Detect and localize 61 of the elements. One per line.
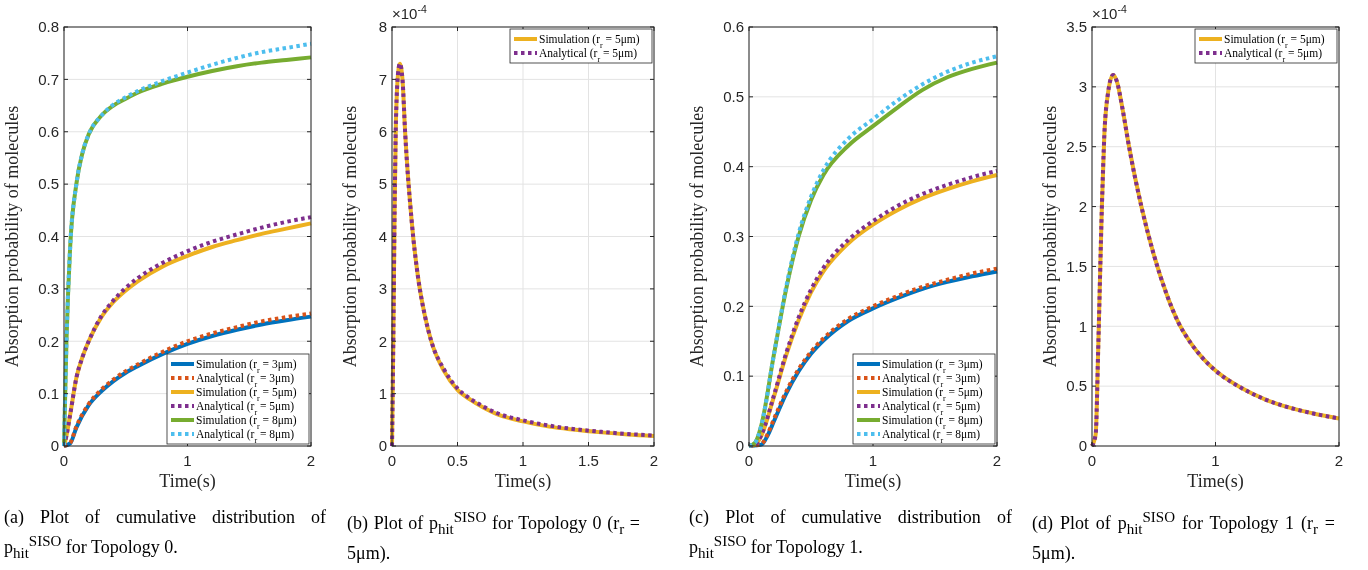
- legend-label: Analytical (r$_{r}$ = 8μm): [196, 428, 295, 445]
- x-tick-label: 1: [183, 452, 192, 469]
- text: ×10$^{-4}$: [392, 3, 427, 22]
- y-tick-label: 0.2: [38, 332, 59, 350]
- text: (a) Plot of cumulative distribution of p$_{hit}$$^{SISO}$ for Topology 0.: [4, 506, 326, 563]
- y-tick-label: 1: [1078, 317, 1087, 335]
- y-tick-label: 0: [1078, 437, 1087, 455]
- y-tick-label: 0.6: [723, 18, 744, 36]
- y-axis-title: Absorption probability of molecules: [1040, 105, 1060, 368]
- y-tick-label: 3: [378, 280, 387, 298]
- y-tick-label: 5: [378, 175, 387, 193]
- y-tick-label: 0: [735, 437, 744, 455]
- y-tick-label: 0.3: [723, 227, 744, 245]
- x-axis-title: Time(s): [494, 471, 552, 492]
- x-tick-label: 1.5: [578, 452, 599, 469]
- text: (b) Plot of p$_{hit}$$^{SISO}$ for Topology 0 (r$_{r}$ = 5μm).: [347, 509, 640, 563]
- y-tick-label: 7: [378, 70, 387, 88]
- y-tick-label: 3: [1078, 78, 1087, 96]
- x-tick-label: 2: [306, 452, 316, 469]
- y-tick-label: 6: [378, 123, 387, 140]
- x-tick-label: 1: [868, 452, 878, 469]
- x-tick-label: 2: [992, 452, 1002, 469]
- x-tick-label: 0.5: [447, 452, 468, 469]
- y-tick-label: 0.5: [723, 88, 744, 106]
- y-tick-label: 8: [378, 18, 387, 36]
- legend-label: Analytical (r$_{r}$ = 5μm): [539, 47, 638, 64]
- y-tick-label: 1.5: [1066, 257, 1087, 275]
- y-tick-label: 1: [378, 384, 387, 402]
- x-tick-label: 2: [649, 452, 659, 469]
- y-tick-label: 0.3: [38, 280, 59, 298]
- y-tick-label: 3.5: [1066, 18, 1087, 36]
- y-tick-label: 0.5: [38, 175, 59, 193]
- y-axis-title: Absorption probability of molecules: [687, 105, 707, 368]
- y-tick-label: 0.7: [38, 70, 59, 88]
- y-tick-label: 0.5: [1066, 377, 1087, 395]
- y-tick-label: 0.1: [723, 367, 744, 385]
- y-tick-label: 2: [1078, 197, 1087, 215]
- x-tick-label: 1: [1211, 452, 1220, 469]
- text: (c) Plot of cumulative distribution of p$_{hit}$$^{SISO}$ for Topology 1.: [689, 506, 1012, 563]
- x-axis-title: Time(s): [1187, 471, 1244, 492]
- x-tick-label: 1: [518, 452, 528, 469]
- y-tick-label: 0.2: [723, 297, 744, 315]
- y-tick-label: 0.4: [38, 227, 59, 245]
- y-tick-label: 0: [378, 437, 387, 455]
- y-axis-title: Absorption probability of molecules: [2, 105, 22, 368]
- y-tick-label: 0.1: [38, 384, 59, 402]
- x-tick-label: 2: [1334, 452, 1344, 469]
- text: (d) Plot of p$_{hit}$$^{SISO}$ for Topology 1 (r$_{r}$ = 5μm).: [1032, 509, 1335, 563]
- y-tick-label: 4: [378, 227, 387, 245]
- x-axis-title: Time(s): [159, 471, 216, 492]
- y-tick-label: 0.4: [723, 157, 744, 175]
- y-axis-title: Absorption probability of molecules: [340, 105, 360, 368]
- y-tick-label: 2.5: [1066, 137, 1087, 155]
- text: ×10$^{-4}$: [1092, 3, 1127, 22]
- x-axis-title: Time(s): [844, 471, 902, 492]
- y-tick-label: 0.8: [38, 18, 59, 36]
- y-tick-label: 0: [50, 437, 59, 455]
- y-tick-label: 0.6: [38, 123, 59, 140]
- legend-label: Analytical (r$_{r}$ = 5μm): [1224, 47, 1323, 64]
- legend-label: Analytical (r$_{r}$ = 8μm): [882, 428, 981, 445]
- y-tick-label: 2: [378, 332, 387, 350]
